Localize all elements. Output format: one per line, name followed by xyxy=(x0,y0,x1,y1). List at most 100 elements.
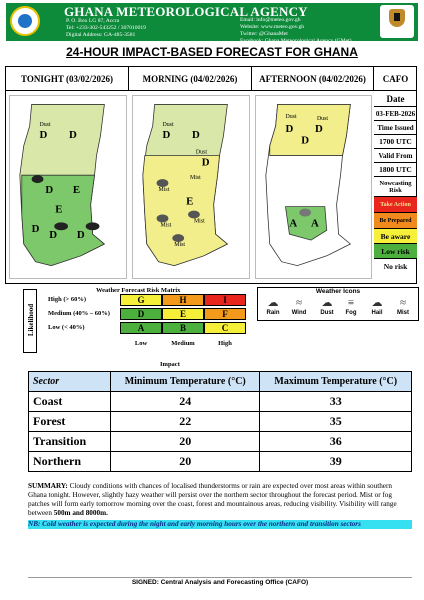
weather-icons-title: Weather Icons xyxy=(315,288,361,295)
svg-text:D: D xyxy=(202,156,210,168)
matrix-col-high: High xyxy=(218,340,232,347)
dust-icon: ☁ xyxy=(321,297,333,309)
signed-by: SIGNED: Central Analysis and Forecasting… xyxy=(131,579,309,586)
hail-icon-item: ☁ Hail xyxy=(364,296,390,320)
matrix-cell-h: H xyxy=(162,294,204,306)
svg-text:D: D xyxy=(301,135,309,147)
table-row: Northern 20 39 xyxy=(28,451,412,472)
date-value: 03-FEB-2026 xyxy=(374,107,417,121)
wind-label: Wind xyxy=(291,310,307,316)
matrix-cell-i: I xyxy=(204,294,246,306)
map-morning: Dust D D Dust D E Mist Mist Mist Mist Mi… xyxy=(132,95,250,279)
fog-icon: ≡ xyxy=(347,297,355,309)
matrix-row-low: Low (< 40%) xyxy=(48,324,85,331)
max-temp: 36 xyxy=(259,431,412,452)
nowcasting-label: Nowcasting Risk xyxy=(374,177,417,197)
website-line: Website: www.meteo.gov.gh xyxy=(240,24,305,30)
svg-text:D: D xyxy=(49,229,57,241)
svg-text:D: D xyxy=(32,223,40,235)
svg-text:Mist: Mist xyxy=(194,218,205,224)
risk-matrix-title: Weather Forecast Risk Matrix xyxy=(96,287,181,294)
likelihood-label: Likelihood xyxy=(27,303,35,337)
header-banner: GHANA METEOROLOGICAL AGENCY P. O. Box LG… xyxy=(6,3,418,44)
max-temp: 33 xyxy=(259,391,412,412)
agency-logo xyxy=(10,6,40,36)
mist-icon-item: ≈ Mist xyxy=(390,296,416,320)
sector-name: Forest xyxy=(28,411,111,432)
rain-icon-item: ☁ Rain xyxy=(260,296,286,320)
max-temp: 35 xyxy=(259,411,412,432)
legend-be-prepared: Be Prepared xyxy=(374,213,417,229)
fog-label: Fog xyxy=(345,310,357,316)
svg-text:Dust: Dust xyxy=(196,150,207,156)
valid-from-value: 1800 UTC xyxy=(374,163,417,177)
page-title: 24-HOUR IMPACT-BASED FORECAST FOR GHANA xyxy=(66,45,358,59)
svg-text:D: D xyxy=(162,129,170,141)
matrix-cell-b: B xyxy=(162,322,204,334)
svg-text:E: E xyxy=(186,196,193,208)
address-line: Tel: +233-302-543252 / 307010019 xyxy=(66,25,146,31)
footer-divider xyxy=(28,577,412,578)
mist-icon: ≈ xyxy=(399,297,407,309)
column-afternoon: AFTERNOON (04/02/2026) xyxy=(252,67,374,91)
legend-be-aware: Be aware xyxy=(374,229,417,244)
hail-icon: ☁ xyxy=(371,297,383,309)
rain-icon: ☁ xyxy=(267,297,279,309)
header-max-temp: Maximum Temperature (°C) xyxy=(259,371,412,392)
sector-name: Transition xyxy=(28,431,111,452)
svg-text:Dust: Dust xyxy=(39,122,50,128)
table-header-row: Sector Minimum Temperature (°C) Maximum … xyxy=(28,371,412,392)
max-temp: 39 xyxy=(259,451,412,472)
coat-of-arms xyxy=(380,5,414,38)
time-issued-value: 1700 UTC xyxy=(374,135,417,149)
summary-label: SUMMARY: xyxy=(28,482,68,490)
likelihood-axis: Likelihood xyxy=(23,289,37,353)
visibility-range: 500m and 8000m. xyxy=(53,509,108,517)
map-afternoon: Dust D D D Dust A A xyxy=(255,95,372,279)
svg-text:A: A xyxy=(289,217,297,229)
wind-icon: ≈ xyxy=(295,297,303,309)
min-temp: 24 xyxy=(109,391,261,412)
time-issued-label: Time Issued xyxy=(374,121,417,135)
facebook-line: Facebook: Ghana Meteorological Agency (G… xyxy=(240,38,352,44)
min-temp: 20 xyxy=(109,431,261,452)
matrix-cell-g: G xyxy=(120,294,162,306)
column-morning: MORNING (04/02/2026) xyxy=(129,67,252,91)
cafo-column: CAFO Date 03-FEB-2026 Time Issued 1700 U… xyxy=(374,67,417,273)
table-row: Transition 20 36 xyxy=(28,431,412,452)
forecast-panel: TONIGHT (03/02/2026) MORNING (04/02/2026… xyxy=(5,66,417,284)
svg-text:D: D xyxy=(39,129,47,141)
address-line: Digital Address: GA-485-3581 xyxy=(66,32,136,38)
legend-take-action: Take Action xyxy=(374,197,417,213)
date-label: Date xyxy=(374,91,417,107)
min-temp: 22 xyxy=(109,411,261,432)
table-row: Coast 24 33 xyxy=(28,391,412,412)
svg-text:D: D xyxy=(192,129,200,141)
matrix-row-high: High (> 60%) xyxy=(48,296,87,303)
address-block: P. O. Box LG 87, Accra Tel: +233-302-543… xyxy=(66,18,146,39)
rain-label: Rain xyxy=(266,310,280,316)
svg-text:E: E xyxy=(55,204,62,216)
min-temp: 20 xyxy=(109,451,261,472)
svg-text:Mist: Mist xyxy=(190,175,201,181)
matrix-cell-f: F xyxy=(204,308,246,320)
matrix-cell-a: A xyxy=(120,322,162,334)
summary-text: Cloudy conditions with chances of locali… xyxy=(28,482,397,517)
hail-label: Hail xyxy=(371,310,383,316)
address-line: P. O. Box LG 87, Accra xyxy=(66,18,120,24)
wind-icon-item: ≈ Wind xyxy=(286,296,312,320)
matrix-row-medium: Medium (40% – 60%) xyxy=(48,310,110,317)
svg-text:Mist: Mist xyxy=(159,187,170,193)
map-tonight: Dust D D D E E D D D xyxy=(9,95,127,279)
matrix-cell-e: E xyxy=(162,308,204,320)
svg-text:Mist: Mist xyxy=(174,242,185,248)
contact-block: Email: info@meteo.gov.gh Website: www.me… xyxy=(240,17,352,45)
svg-text:D: D xyxy=(77,229,85,241)
svg-text:A: A xyxy=(311,217,319,229)
matrix-col-medium: Medium xyxy=(171,340,195,347)
sector-name: Coast xyxy=(28,391,111,412)
svg-text:D: D xyxy=(69,129,77,141)
matrix-cell-d: D xyxy=(120,308,162,320)
cafo-label: CAFO xyxy=(374,67,417,91)
header-sector: Sector xyxy=(28,371,111,392)
